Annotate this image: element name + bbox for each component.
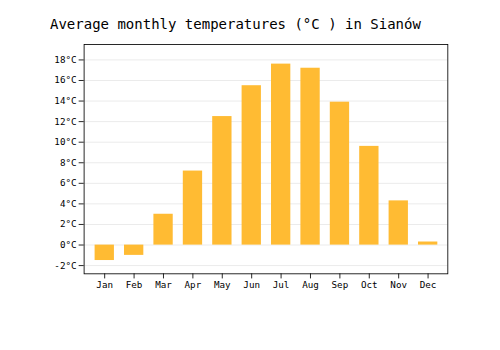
svg-text:2°C: 2°C — [60, 218, 77, 229]
svg-text:16°C: 16°C — [54, 74, 76, 85]
svg-text:14°C: 14°C — [54, 95, 76, 106]
svg-text:4°C: 4°C — [60, 198, 77, 209]
svg-text:Oct: Oct — [361, 279, 378, 290]
svg-text:Feb: Feb — [126, 279, 143, 290]
svg-text:-2°C: -2°C — [54, 260, 76, 271]
svg-text:Jul: Jul — [273, 279, 290, 290]
svg-text:Apr: Apr — [185, 279, 202, 290]
svg-text:12°C: 12°C — [54, 116, 76, 127]
svg-text:Dec: Dec — [420, 279, 437, 290]
svg-text:8°C: 8°C — [60, 157, 77, 168]
html-text:Average monthly temperatures (: Average monthly temperatures (°C ) in Si… — [50, 16, 421, 32]
svg-text:Jun: Jun — [243, 279, 260, 290]
svg-text:10°C: 10°C — [54, 136, 76, 147]
svg-text:Jan: Jan — [96, 279, 113, 290]
svg-text:May: May — [214, 279, 231, 290]
svg-text:Sep: Sep — [332, 279, 349, 290]
svg-text:Nov: Nov — [390, 279, 407, 290]
svg-text:0°C: 0°C — [60, 239, 77, 250]
svg-text:Mar: Mar — [155, 279, 172, 290]
svg-text:Aug: Aug — [302, 279, 319, 290]
svg-text:6°C: 6°C — [60, 177, 77, 188]
svg-text:18°C: 18°C — [54, 54, 76, 65]
